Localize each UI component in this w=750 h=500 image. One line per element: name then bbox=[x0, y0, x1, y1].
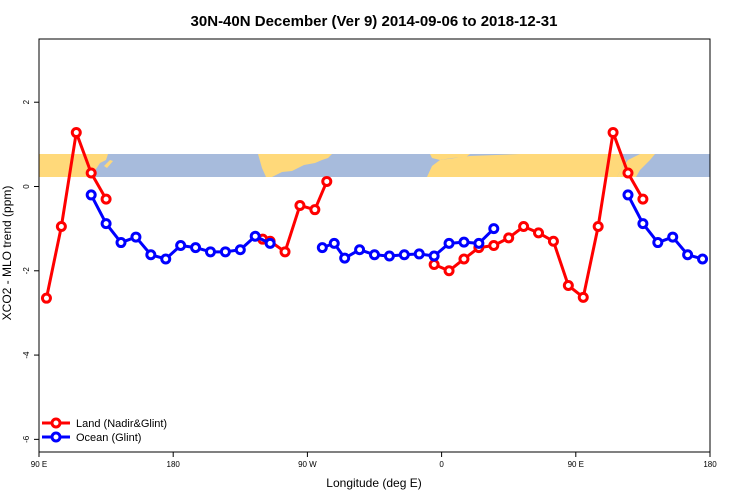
ocean-data-point bbox=[85, 189, 97, 201]
map-land-north-africa bbox=[427, 154, 626, 177]
x-tick-label: 180 bbox=[703, 460, 717, 469]
land-data-point bbox=[279, 246, 291, 258]
land-data-point bbox=[55, 221, 67, 233]
land-data-point bbox=[518, 221, 530, 233]
map-land-europe bbox=[430, 154, 470, 160]
ocean-data-point bbox=[428, 250, 440, 262]
legend-land-marker bbox=[50, 417, 62, 429]
y-axis-label: XCO2 - MLO trend (ppm) bbox=[0, 186, 14, 321]
y-tick-label: -6 bbox=[22, 435, 31, 443]
ocean-data-point bbox=[204, 246, 216, 258]
ocean-data-point bbox=[652, 237, 664, 249]
ocean-data-point bbox=[160, 253, 172, 265]
ocean-data-point bbox=[328, 237, 340, 249]
land-data-point bbox=[428, 258, 440, 270]
ocean-data-point bbox=[175, 240, 187, 251]
y-axis: 2 0 -2 -4 -6 bbox=[22, 99, 39, 443]
x-tick-label: 90 E bbox=[31, 460, 47, 469]
ocean-data-point bbox=[667, 231, 679, 243]
ocean-data-point bbox=[622, 189, 634, 201]
land-data-point bbox=[622, 167, 634, 179]
ocean-data-point bbox=[354, 244, 366, 256]
land-data-point bbox=[592, 221, 604, 233]
land-data-point bbox=[503, 232, 515, 244]
land-data-point bbox=[637, 193, 649, 205]
map-land-eurasia bbox=[39, 154, 89, 177]
ocean-data-point bbox=[115, 237, 127, 249]
ocean-data-point bbox=[339, 252, 351, 264]
ocean-data-point bbox=[369, 249, 380, 261]
land-data-point bbox=[40, 292, 52, 304]
ocean-data-point bbox=[473, 237, 485, 249]
chart-title: 30N-40N December (Ver 9) 2014-09-06 to 2… bbox=[191, 13, 558, 30]
land-data-point bbox=[443, 265, 455, 277]
x-tick-label: 0 bbox=[439, 460, 444, 469]
series-layer bbox=[40, 127, 709, 304]
x-tick-label: 90 W bbox=[298, 460, 317, 469]
ocean-data-point bbox=[697, 253, 709, 265]
x-axis-label: Longitude (deg E) bbox=[326, 476, 421, 490]
ocean-data-point bbox=[219, 246, 231, 258]
map-land-japan bbox=[104, 160, 113, 168]
land-data-point bbox=[85, 167, 97, 179]
legend-ocean-marker bbox=[50, 431, 62, 443]
ocean-data-point bbox=[264, 237, 276, 249]
y-tick-label: 2 bbox=[22, 99, 31, 104]
ocean-data-point bbox=[316, 242, 328, 254]
ocean-data-point bbox=[398, 249, 410, 261]
x-tick-label: 90 E bbox=[568, 460, 584, 469]
legend-ocean-label: Ocean (Glint) bbox=[76, 432, 141, 444]
land-data-point bbox=[533, 227, 545, 239]
ocean-data-point bbox=[234, 244, 246, 256]
land-data-point bbox=[577, 291, 589, 303]
y-tick-label: -2 bbox=[22, 267, 31, 275]
ocean-data-point bbox=[488, 223, 500, 235]
land-data-point bbox=[100, 193, 112, 205]
y-tick-label: 0 bbox=[22, 184, 31, 189]
ocean-data-point bbox=[190, 242, 202, 254]
ocean-data-point bbox=[383, 250, 395, 262]
world-map-band bbox=[39, 154, 710, 177]
land-data-point bbox=[70, 127, 82, 139]
ocean-data-point bbox=[100, 218, 112, 230]
ocean-data-point bbox=[458, 236, 470, 248]
land-data-point bbox=[547, 235, 559, 247]
land-data-point bbox=[294, 199, 306, 211]
land-data-point bbox=[607, 127, 619, 139]
ocean-data-point bbox=[637, 218, 649, 230]
ocean-data-point bbox=[130, 231, 142, 243]
land-data-point bbox=[309, 204, 321, 216]
ocean-data-point bbox=[413, 248, 425, 260]
ocean-data-point bbox=[249, 230, 261, 242]
legend-land-label: Land (Nadir&Glint) bbox=[76, 418, 167, 430]
land-data-point bbox=[458, 253, 470, 265]
y-tick-label: -4 bbox=[22, 351, 31, 359]
ocean-data-point bbox=[443, 237, 455, 249]
map-land-north-america bbox=[258, 154, 332, 177]
ocean-data-point bbox=[682, 249, 694, 261]
legend: Land (Nadir&Glint) Ocean (Glint) bbox=[42, 417, 167, 444]
land-data-point bbox=[488, 240, 500, 251]
land-data-point bbox=[321, 175, 333, 187]
x-axis: 90 E 180 90 W 0 90 E 180 bbox=[31, 452, 717, 469]
x-tick-label: 180 bbox=[167, 460, 181, 469]
plot-frame bbox=[38, 38, 711, 453]
ocean-data-point bbox=[145, 249, 157, 261]
land-data-point bbox=[562, 280, 574, 292]
